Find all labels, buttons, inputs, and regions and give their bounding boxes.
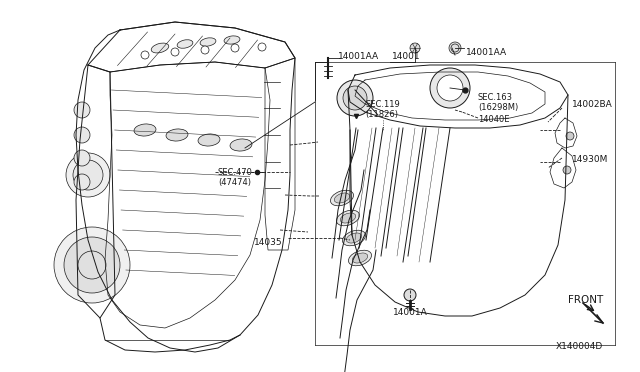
Ellipse shape	[177, 40, 193, 48]
Ellipse shape	[342, 230, 365, 246]
Ellipse shape	[340, 213, 356, 223]
Circle shape	[258, 43, 266, 51]
Circle shape	[437, 75, 463, 101]
Circle shape	[74, 174, 90, 190]
Text: SEC.119: SEC.119	[365, 100, 400, 109]
Ellipse shape	[151, 43, 169, 53]
Ellipse shape	[134, 124, 156, 136]
Circle shape	[73, 160, 103, 190]
Circle shape	[563, 166, 571, 174]
Ellipse shape	[166, 129, 188, 141]
Text: 14001AA: 14001AA	[466, 48, 507, 57]
Text: 14035: 14035	[254, 238, 283, 247]
Text: 14001: 14001	[392, 52, 420, 61]
Circle shape	[66, 153, 110, 197]
Circle shape	[74, 102, 90, 118]
Text: X140004D: X140004D	[556, 342, 604, 351]
Text: 14930M: 14930M	[572, 155, 609, 164]
Circle shape	[410, 43, 420, 53]
Circle shape	[74, 127, 90, 143]
Ellipse shape	[224, 36, 240, 44]
Circle shape	[404, 289, 416, 301]
Text: 14001A: 14001A	[392, 308, 428, 317]
Circle shape	[74, 150, 90, 166]
Circle shape	[201, 46, 209, 54]
Text: SEC.470: SEC.470	[218, 168, 253, 177]
Ellipse shape	[330, 190, 353, 206]
Text: 14040E: 14040E	[478, 115, 509, 124]
Circle shape	[449, 42, 461, 54]
Circle shape	[141, 51, 149, 59]
Circle shape	[343, 86, 367, 110]
Circle shape	[231, 44, 239, 52]
Circle shape	[430, 68, 470, 108]
Circle shape	[54, 227, 130, 303]
Circle shape	[64, 237, 120, 293]
Text: (16298M): (16298M)	[478, 103, 518, 112]
Ellipse shape	[337, 210, 360, 226]
Text: 14002BA: 14002BA	[572, 100, 612, 109]
Ellipse shape	[230, 139, 252, 151]
Text: SEC.163: SEC.163	[478, 93, 513, 102]
Ellipse shape	[348, 250, 372, 266]
Circle shape	[337, 80, 373, 116]
Text: (47474): (47474)	[218, 178, 251, 187]
Ellipse shape	[200, 38, 216, 46]
Circle shape	[171, 48, 179, 56]
Ellipse shape	[334, 193, 349, 203]
Ellipse shape	[353, 253, 367, 263]
Circle shape	[566, 132, 574, 140]
Ellipse shape	[346, 233, 362, 243]
Text: 14001AA: 14001AA	[338, 52, 379, 61]
Text: (11826): (11826)	[365, 110, 398, 119]
Text: FRONT: FRONT	[568, 295, 604, 305]
Ellipse shape	[198, 134, 220, 146]
